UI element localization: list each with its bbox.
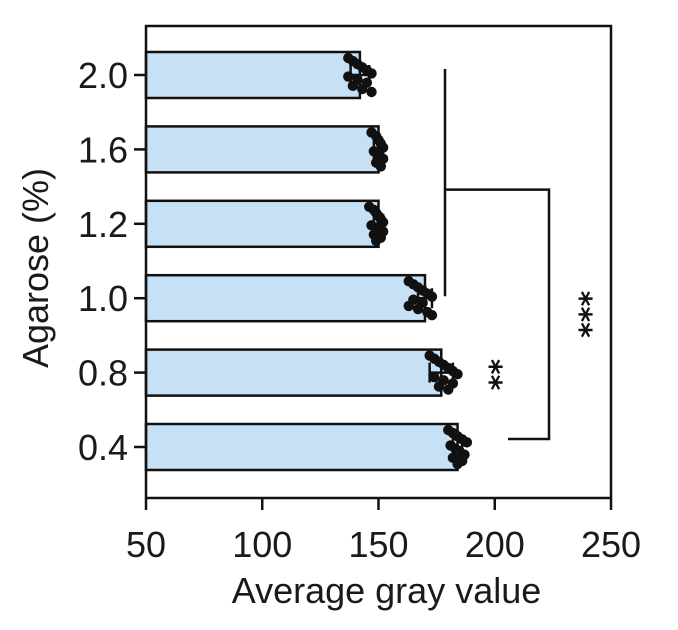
data-point-0.8	[429, 372, 440, 383]
y-tick-label-2.0: 2.0	[78, 55, 128, 96]
x-tick-label-250: 250	[581, 524, 641, 565]
y-tick-label-0.4: 0.4	[78, 427, 128, 468]
significance-label-bracket: ***	[562, 291, 597, 338]
labels-layer: 2.0 1.6 1.2 1.0 0.8 0.4 50 100 150 200 250 Average …	[15, 55, 641, 611]
significance-label-0.8: **	[472, 359, 507, 391]
bar-1.0	[144, 273, 427, 323]
data-point-0.4	[452, 458, 463, 470]
bar-1.2	[144, 199, 380, 249]
bar-2.0	[144, 50, 362, 100]
significance-layer: *****	[443, 69, 597, 441]
bar-0.8	[144, 348, 443, 397]
bar-1.6	[144, 125, 380, 174]
data-point-2.0	[366, 68, 377, 79]
x-tick-label-200: 200	[465, 524, 525, 565]
data-point-0.4	[461, 437, 473, 448]
bar-0.4	[144, 422, 459, 472]
data-point-1.2	[370, 235, 382, 246]
data-point-2.0	[366, 86, 377, 98]
y-tick-label-1.6: 1.6	[78, 129, 128, 170]
x-axis-title: Average gray value	[232, 570, 542, 611]
x-tick-label-50: 50	[126, 524, 166, 565]
data-point-0.8	[433, 381, 445, 392]
y-tick-label-0.8: 0.8	[78, 353, 128, 394]
data-point-1.0	[403, 300, 414, 312]
data-point-2.0	[347, 80, 359, 92]
data-point-0.8	[443, 384, 454, 395]
y-tick-label-1.2: 1.2	[78, 204, 128, 245]
data-point-2.0	[357, 83, 368, 95]
x-tick-label-150: 150	[348, 524, 408, 565]
error-bars-layer	[349, 65, 464, 457]
significance-bracket	[445, 188, 551, 441]
points-layer	[343, 52, 473, 470]
y-axis-title: Agarose (%)	[15, 168, 56, 368]
data-point-0.8	[452, 368, 463, 380]
data-point-1.6	[375, 161, 387, 172]
data-point-1.0	[426, 310, 438, 321]
data-point-2.0	[343, 71, 354, 82]
y-tick-label-1.0: 1.0	[78, 278, 128, 319]
x-tick-label-100: 100	[232, 524, 292, 565]
bars-layer	[144, 50, 459, 472]
data-point-1.0	[412, 303, 424, 315]
axes-layer	[134, 24, 613, 510]
